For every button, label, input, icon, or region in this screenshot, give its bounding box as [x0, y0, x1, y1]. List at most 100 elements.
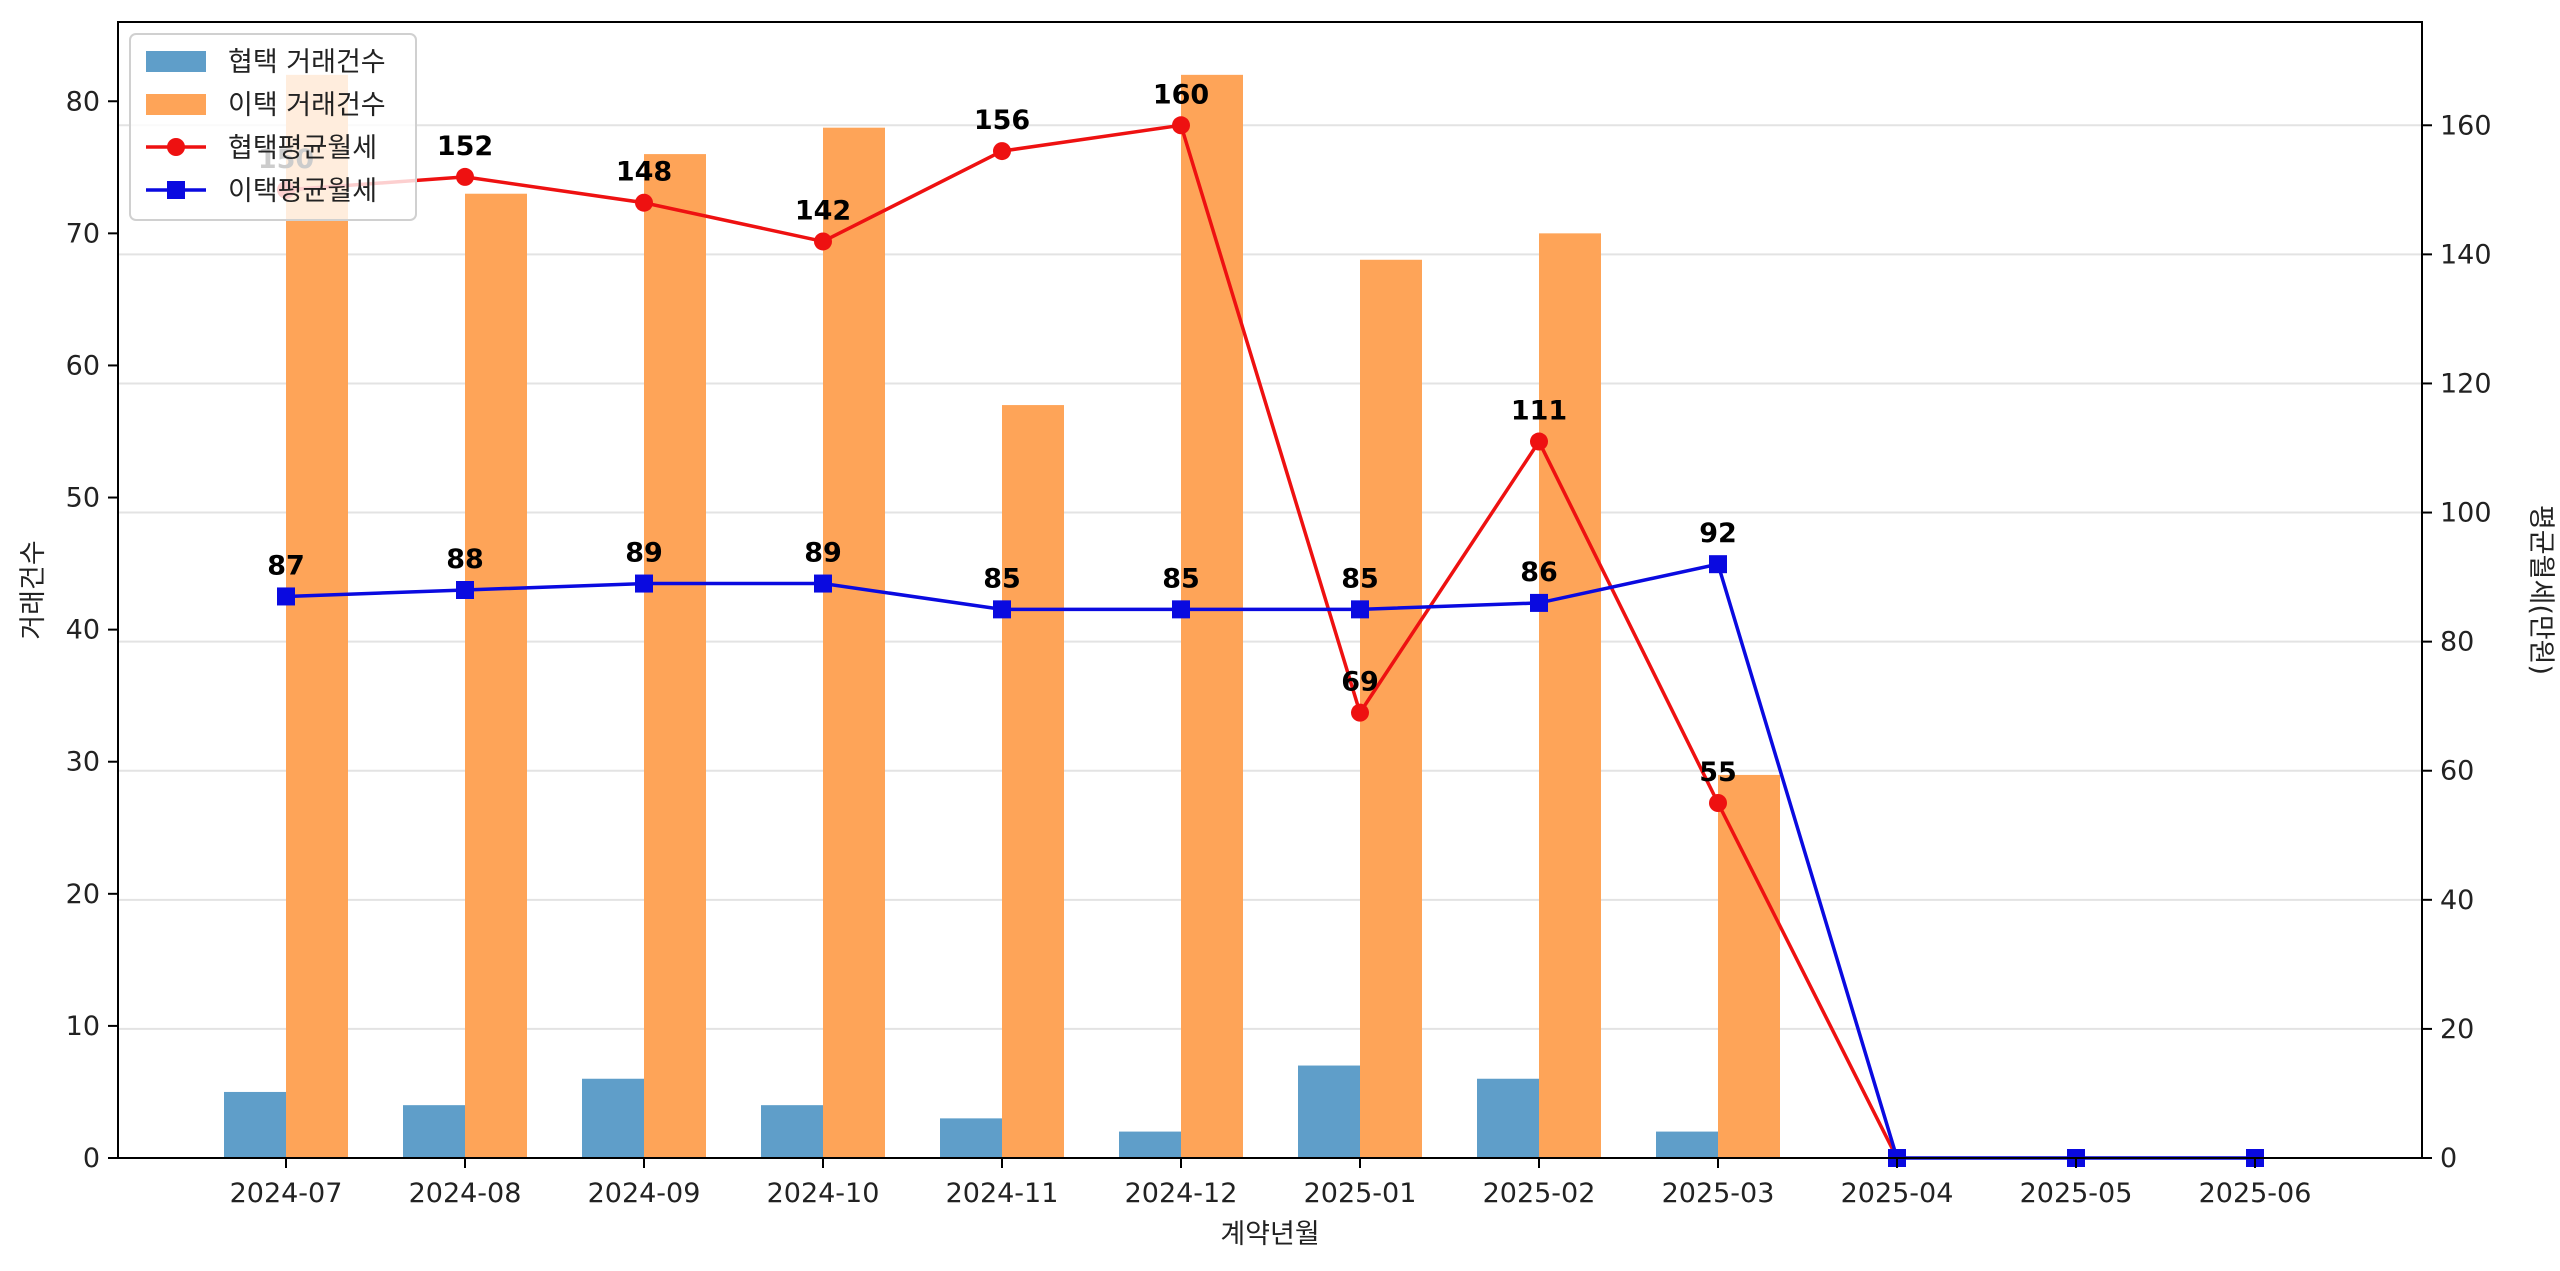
data-label: 160: [1153, 79, 1209, 110]
legend-label: 이택 거래건수: [228, 90, 386, 121]
bar-itaek: [286, 74, 348, 1159]
x-tick-label: 2025-04: [1841, 1178, 1954, 1209]
data-label: 88: [446, 544, 484, 575]
point-marker: [814, 232, 832, 251]
bar-itaek: [644, 154, 706, 1158]
y-axis-left: 0 10 20 30 40 50 60 70 80: [66, 86, 118, 1174]
grid-lines: [118, 124, 2422, 1030]
point-marker: [1172, 600, 1190, 619]
y2-tick-label: 120: [2440, 368, 2492, 399]
bar-itaek: [1181, 74, 1243, 1159]
data-label: 55: [1699, 757, 1737, 788]
x-axis-title: 계약년월: [1220, 1219, 1319, 1250]
y-tick-label: 60: [66, 350, 100, 381]
y-tick-label: 50: [66, 483, 100, 514]
bar-hyeoptaek: [403, 1105, 465, 1158]
bar-itaek: [1539, 233, 1601, 1159]
data-label: 85: [1341, 563, 1379, 594]
plot-frame: [117, 21, 2423, 1159]
y2-tick-label: 40: [2440, 885, 2474, 916]
bar-itaek: [465, 193, 527, 1158]
y2-tick-label: 100: [2440, 498, 2492, 529]
bar-hyeoptaek: [940, 1118, 1002, 1158]
y2-tick-label: 60: [2440, 756, 2474, 787]
point-marker: [1709, 794, 1727, 812]
bar-group: [224, 74, 1780, 1159]
legend-marker: [167, 181, 185, 199]
y2-tick-label: 20: [2440, 1014, 2474, 1045]
x-tick-label: 2025-02: [1483, 1178, 1596, 1209]
point-marker: [456, 581, 474, 599]
y-tick-label: 70: [66, 218, 100, 249]
legend-label: 이택평균월세: [228, 176, 377, 207]
point-marker: [1530, 593, 1548, 612]
bar-hyeoptaek: [1656, 1131, 1718, 1158]
data-label: 89: [625, 538, 663, 569]
bar-itaek: [1360, 259, 1422, 1158]
x-tick-label: 2024-10: [767, 1178, 880, 1209]
y-tick-label: 40: [66, 615, 100, 646]
x-tick-label: 2024-12: [1125, 1178, 1238, 1209]
point-marker: [456, 167, 474, 186]
y2-tick-label: 140: [2440, 239, 2492, 270]
point-marker: [635, 574, 653, 593]
x-tick-label: 2025-05: [2020, 1178, 2133, 1209]
data-label: 69: [1341, 667, 1379, 698]
bar-hyeoptaek: [1298, 1065, 1360, 1158]
bar-hyeoptaek: [224, 1091, 286, 1158]
y-tick-label: 20: [66, 879, 100, 910]
y-axis-right: 0 20 40 60 80 100 120 140 160: [2422, 110, 2492, 1174]
data-label: 92: [1699, 518, 1737, 549]
y2-tick-label: 80: [2440, 627, 2474, 658]
bar-itaek: [823, 127, 885, 1158]
x-tick-label: 2024-07: [230, 1178, 343, 1209]
data-label: 86: [1520, 557, 1558, 588]
point-marker: [814, 574, 832, 593]
data-label: 87: [267, 550, 305, 581]
bar-hyeoptaek: [1119, 1131, 1181, 1158]
series-line-hyeoptaek: [285, 123, 1899, 1159]
y-tick-label: 30: [66, 747, 100, 778]
legend-swatch: [146, 51, 206, 72]
bar-itaek: [1718, 774, 1780, 1158]
legend-label: 협택평균월세: [228, 133, 377, 164]
series-line-itaek: [285, 562, 2255, 1160]
x-tick-label: 2025-01: [1304, 1178, 1417, 1209]
data-label: 85: [983, 563, 1021, 594]
y2-axis-title: 평균월세(만원): [2525, 505, 2556, 675]
x-axis: 2024-07 2024-08 2024-09 2024-10 2024-11 2024-…: [230, 1158, 2311, 1209]
y2-tick-label: 160: [2440, 110, 2492, 141]
x-tick-label: 2024-09: [588, 1178, 701, 1209]
point-marker: [1351, 703, 1369, 722]
point-marker: [635, 193, 653, 212]
point-marker: [993, 600, 1011, 619]
point-marker: [993, 142, 1011, 161]
y-tick-label: 80: [66, 86, 100, 117]
point-marker: [1351, 600, 1369, 619]
y2-tick-label: 0: [2440, 1143, 2457, 1174]
bar-itaek: [1002, 405, 1064, 1158]
legend-box: [129, 33, 417, 221]
data-label: 148: [616, 157, 672, 188]
y-axis-title: 거래건수: [18, 540, 49, 639]
bar-hyeoptaek: [761, 1105, 823, 1158]
y-tick-label: 10: [66, 1011, 100, 1042]
y-tick-label: 0: [83, 1143, 100, 1174]
x-tick-label: 2024-08: [409, 1178, 522, 1209]
data-label: 111: [1511, 396, 1567, 427]
x-tick-label: 2025-03: [1662, 1178, 1775, 1209]
point-marker: [1530, 432, 1548, 451]
bar-hyeoptaek: [1477, 1078, 1539, 1158]
legend-marker: [167, 138, 185, 156]
data-label: 89: [804, 538, 842, 569]
point-marker: [1709, 555, 1727, 574]
point-marker: [1172, 116, 1190, 135]
x-tick-label: 2024-11: [946, 1178, 1059, 1209]
legend-swatch: [146, 94, 206, 115]
point-marker: [277, 587, 295, 606]
data-label: 152: [437, 131, 493, 162]
data-label: 142: [795, 195, 851, 226]
data-label: 85: [1162, 563, 1200, 594]
